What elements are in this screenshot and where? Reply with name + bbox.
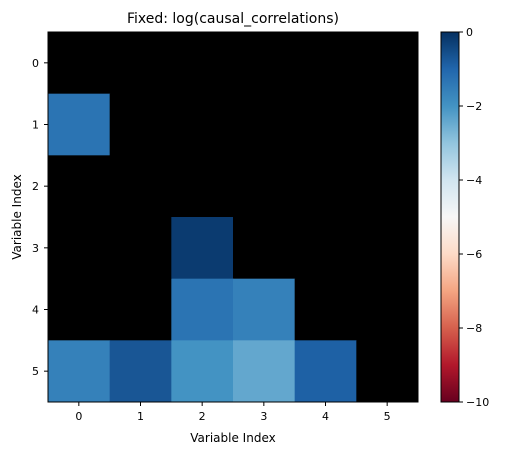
y-tick-label: 1 bbox=[32, 119, 39, 132]
heatmap-cell bbox=[109, 93, 172, 156]
chart-title: Fixed: log(causal_correlations) bbox=[127, 11, 339, 27]
y-tick-label: 5 bbox=[32, 365, 39, 378]
x-axis-label: Variable Index bbox=[190, 431, 275, 445]
y-axis-ticks: 0 1 2 3 4 5 bbox=[32, 57, 48, 378]
x-tick-label: 1 bbox=[137, 410, 144, 423]
heatmap-cell bbox=[233, 155, 296, 218]
heatmap-cell bbox=[171, 93, 234, 156]
heatmap-cell bbox=[294, 155, 357, 218]
x-tick-label: 2 bbox=[199, 410, 206, 423]
heatmap-cell bbox=[294, 93, 357, 156]
heatmap-cell bbox=[294, 278, 357, 341]
heatmap-cell bbox=[356, 217, 419, 280]
heatmap-cell bbox=[356, 93, 419, 156]
heatmap-cell bbox=[109, 340, 172, 403]
heatmap-cell bbox=[233, 93, 296, 156]
colorbar-tick-label: −2 bbox=[466, 100, 482, 113]
plot-frame bbox=[47, 31, 419, 403]
heatmap-cell bbox=[109, 155, 172, 218]
colorbar-tick-label: 0 bbox=[466, 26, 473, 39]
heatmap-cell bbox=[48, 340, 111, 403]
heatmap-cell bbox=[356, 278, 419, 341]
x-tick-label: 4 bbox=[322, 410, 329, 423]
heatmap-cell bbox=[109, 278, 172, 341]
heatmap-cell bbox=[233, 278, 296, 341]
heatmap-cell bbox=[48, 217, 111, 280]
x-tick-label: 0 bbox=[75, 410, 82, 423]
heatmap-cell bbox=[233, 340, 296, 403]
colorbar-tick-label: −6 bbox=[466, 248, 482, 261]
heatmap-cell bbox=[109, 32, 172, 95]
y-tick-label: 2 bbox=[32, 180, 39, 193]
x-axis-ticks: 0 1 2 3 4 5 bbox=[75, 402, 391, 423]
heatmap-cell bbox=[356, 155, 419, 218]
heatmap-cells bbox=[48, 32, 419, 403]
colorbar bbox=[440, 31, 460, 403]
y-tick-label: 4 bbox=[32, 304, 39, 317]
y-tick-label: 0 bbox=[32, 57, 39, 70]
heatmap-cell bbox=[294, 340, 357, 403]
heatmap-cell bbox=[48, 93, 111, 156]
y-tick-label: 3 bbox=[32, 242, 39, 255]
heatmap-cell bbox=[233, 217, 296, 280]
heatmap-cell bbox=[48, 155, 111, 218]
heatmap-cell bbox=[356, 340, 419, 403]
y-axis-label: Variable Index bbox=[10, 174, 24, 259]
x-tick-label: 5 bbox=[384, 410, 391, 423]
heatmap-cell bbox=[171, 32, 234, 95]
heatmap-cell bbox=[171, 340, 234, 403]
heatmap-cell bbox=[48, 278, 111, 341]
heatmap-cell bbox=[294, 217, 357, 280]
heatmap-cell bbox=[48, 32, 111, 95]
heatmap-cell bbox=[171, 155, 234, 218]
heatmap-cell bbox=[171, 278, 234, 341]
colorbar-tick-label: −10 bbox=[466, 396, 489, 409]
colorbar-ticks: 0 −2 −4 −6 −8 −10 bbox=[459, 26, 489, 409]
colorbar-tick-label: −4 bbox=[466, 174, 482, 187]
heatmap-cell bbox=[109, 217, 172, 280]
x-tick-label: 3 bbox=[260, 410, 267, 423]
heatmap-cell bbox=[171, 217, 234, 280]
heatmap-cell bbox=[294, 32, 357, 95]
colorbar-tick-label: −8 bbox=[466, 322, 482, 335]
heatmap-cell bbox=[233, 32, 296, 95]
heatmap-cell bbox=[356, 32, 419, 95]
